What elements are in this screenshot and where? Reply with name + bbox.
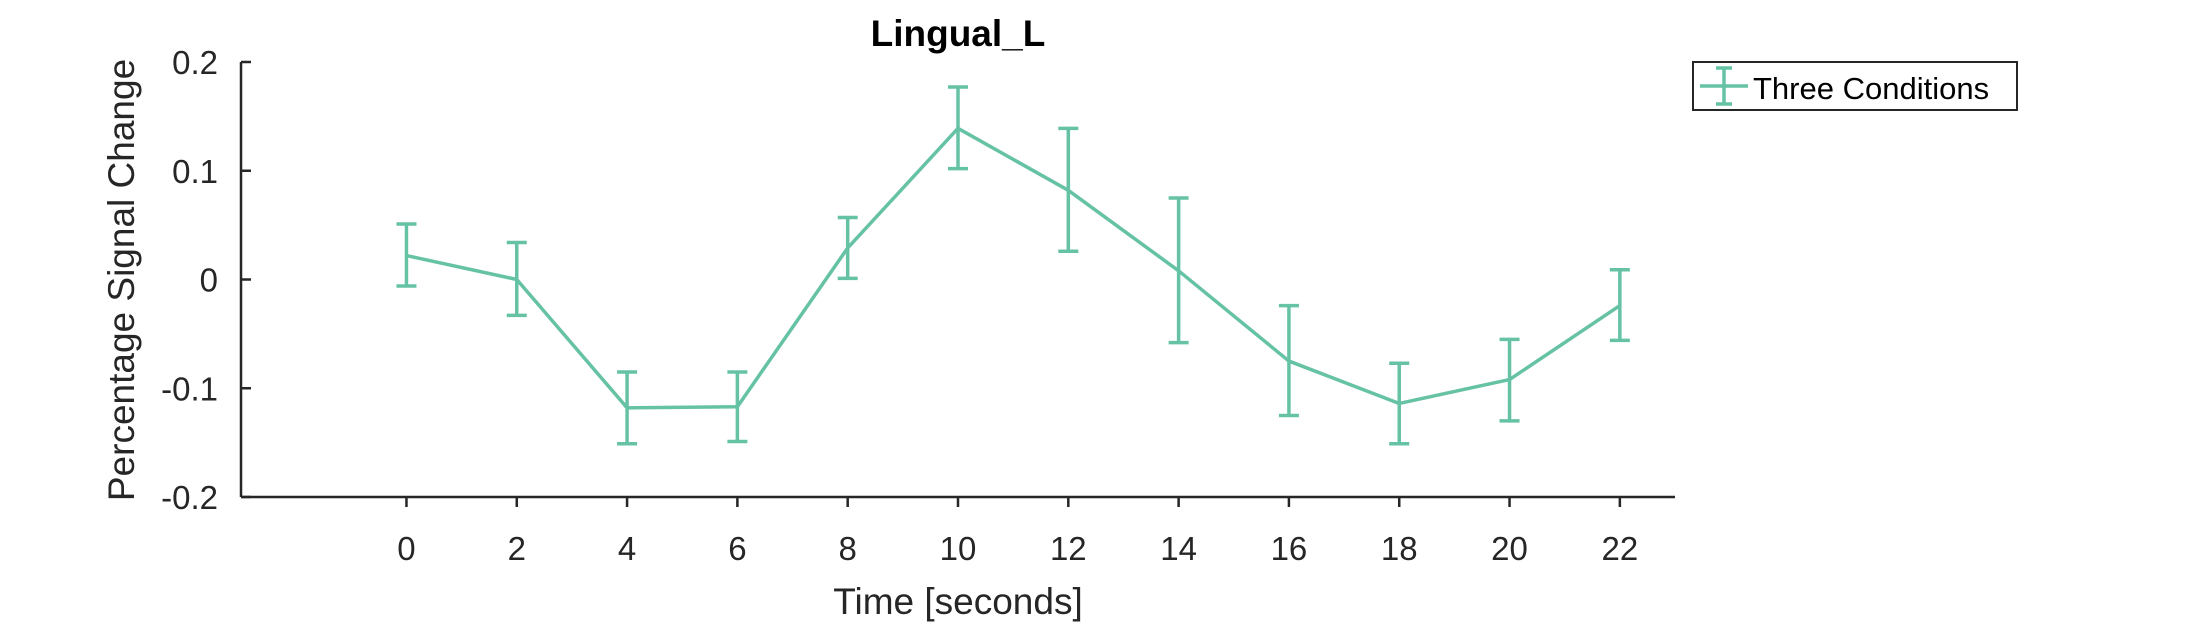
y-tick-label: -0.1 bbox=[161, 370, 218, 407]
error-bar bbox=[1058, 126, 1079, 253]
error-bar bbox=[1609, 267, 1630, 343]
x-axis: 0 2 4 6 8 10 12 14 16 18 20 22 bbox=[241, 495, 1675, 567]
x-tick-label: 4 bbox=[618, 530, 636, 567]
x-tick-label: 8 bbox=[839, 530, 857, 567]
legend-swatch bbox=[1700, 66, 1748, 106]
plot-area bbox=[396, 85, 1630, 446]
x-axis-label: Time [seconds] bbox=[833, 581, 1083, 622]
error-bar bbox=[506, 240, 527, 318]
x-tick-label: 18 bbox=[1381, 530, 1418, 567]
error-bar bbox=[1278, 303, 1299, 418]
error-bar bbox=[948, 85, 968, 171]
y-axis: -0.2 -0.1 0 0.1 0.2 bbox=[161, 44, 251, 516]
x-tick-label: 22 bbox=[1601, 530, 1638, 567]
chart-title: Lingual_L bbox=[871, 13, 1046, 54]
error-bar bbox=[727, 370, 748, 444]
legend: Three Conditions bbox=[1692, 61, 2018, 111]
legend-label: Three Conditions bbox=[1753, 71, 1989, 106]
x-tick-label: 20 bbox=[1491, 530, 1528, 567]
x-tick-label: 2 bbox=[508, 530, 526, 567]
error-bar bbox=[617, 370, 638, 446]
y-tick-label: -0.2 bbox=[161, 479, 218, 516]
error-bar bbox=[396, 222, 417, 288]
series-line bbox=[406, 126, 1621, 410]
x-tick-label: 14 bbox=[1160, 530, 1197, 567]
y-tick-label: 0.1 bbox=[172, 153, 218, 190]
x-tick-label: 12 bbox=[1050, 530, 1087, 567]
y-tick-label: 0.2 bbox=[172, 44, 218, 81]
y-axis-label: Percentage Signal Change bbox=[101, 59, 142, 501]
y-tick-label: 0 bbox=[200, 262, 218, 299]
x-tick-label: 10 bbox=[940, 530, 977, 567]
error-bar bbox=[1499, 337, 1520, 423]
x-tick-label: 0 bbox=[397, 530, 415, 567]
x-tick-label: 6 bbox=[728, 530, 746, 567]
error-bar bbox=[1168, 196, 1189, 345]
error-bar bbox=[1389, 361, 1410, 446]
x-tick-label: 16 bbox=[1271, 530, 1308, 567]
error-bar bbox=[837, 215, 858, 281]
